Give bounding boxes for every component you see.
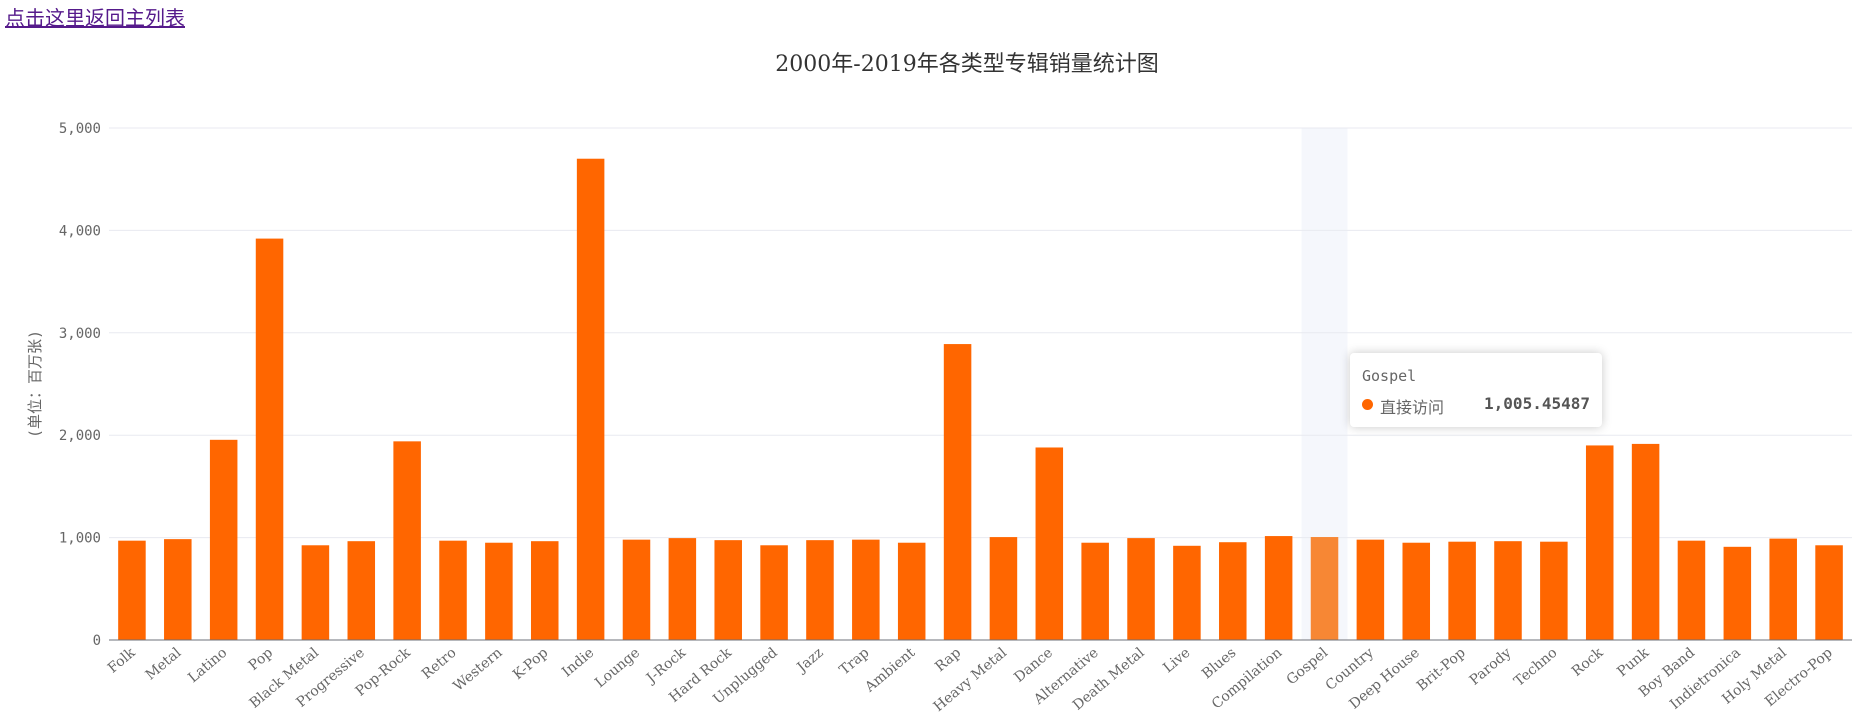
bar-heavy-metal[interactable]: [989, 537, 1018, 640]
bar-j-rock[interactable]: [668, 538, 697, 640]
x-tick-label: Lounge: [592, 645, 643, 691]
bar-holy-metal[interactable]: [1769, 538, 1797, 640]
x-tick-label: Ambient: [861, 645, 918, 697]
bar-compilation[interactable]: [1264, 536, 1293, 640]
bar-trap[interactable]: [852, 539, 880, 640]
bar-hard-rock[interactable]: [714, 540, 742, 640]
y-tick-label: 2,000: [59, 428, 101, 444]
x-tick-label: Parody: [1467, 645, 1515, 689]
bar-indie[interactable]: [576, 158, 605, 640]
bar-dance[interactable]: [1035, 447, 1064, 640]
bar-progressive[interactable]: [347, 541, 376, 640]
bar-rap[interactable]: [943, 344, 972, 640]
y-tick-label: 4,000: [59, 223, 101, 239]
bar-pop[interactable]: [255, 238, 284, 641]
bar-k-pop[interactable]: [530, 541, 559, 640]
x-tick-label: Retro: [419, 645, 460, 683]
y-tick-label: 0: [93, 633, 101, 649]
x-tick-label: Western: [450, 645, 505, 695]
back-to-list-link[interactable]: 点击这里返回主列表: [5, 6, 185, 30]
y-axis-tick-labels: 0 1,000 2,000 3,000 4,000 5,000: [59, 121, 101, 649]
x-tick-label: Latino: [185, 645, 230, 686]
x-tick-label: Metal: [143, 644, 185, 683]
x-tick-label: Blues: [1199, 645, 1239, 682]
tooltip-category: Gospel: [1362, 367, 1417, 385]
bar-metal[interactable]: [164, 539, 192, 640]
y-axis-label: (单位：百万张): [26, 330, 44, 438]
bar-ambient[interactable]: [897, 542, 926, 640]
bar-parody[interactable]: [1494, 541, 1522, 640]
bar-rock[interactable]: [1585, 445, 1614, 640]
chart-tooltip: Gospel 直接访问 1,005.45487: [1350, 353, 1602, 427]
y-tick-label: 3,000: [59, 326, 101, 342]
bar-alternative[interactable]: [1081, 542, 1109, 640]
bar-electro-pop[interactable]: [1815, 545, 1843, 640]
bar-deep-house[interactable]: [1402, 542, 1431, 640]
bar-live[interactable]: [1173, 545, 1201, 640]
x-tick-label: Pop: [246, 645, 276, 674]
bar-pop-rock[interactable]: [393, 441, 421, 640]
bar-retro[interactable]: [439, 540, 467, 640]
bar-jazz[interactable]: [806, 540, 834, 640]
x-tick-label: Jazz: [793, 645, 827, 677]
x-tick-label: K-Pop: [510, 645, 551, 683]
bar-brit-pop[interactable]: [1448, 541, 1476, 640]
x-tick-label: Brit-Pop: [1414, 645, 1469, 695]
bar-death-metal[interactable]: [1127, 538, 1155, 640]
y-tick-label: 1,000: [59, 531, 101, 547]
x-tick-label: Techno: [1511, 645, 1560, 690]
bar-black-metal[interactable]: [301, 545, 330, 640]
y-tick-label: 5,000: [59, 121, 101, 137]
bar-country[interactable]: [1356, 539, 1385, 640]
chart-title: 2000年-2019年各类型专辑销量统计图: [775, 52, 1158, 77]
bar-blues[interactable]: [1219, 542, 1247, 640]
tooltip-value: 1,005.45487: [1484, 394, 1590, 413]
bar-punk[interactable]: [1631, 443, 1660, 640]
x-tick-label: Punk: [1614, 644, 1652, 680]
tooltip-series-dot-icon: [1362, 399, 1373, 410]
bar-latino[interactable]: [209, 439, 238, 640]
bar-western[interactable]: [485, 542, 513, 640]
bar-folk[interactable]: [118, 540, 146, 640]
bar-lounge[interactable]: [622, 539, 651, 640]
x-tick-label: Trap: [837, 645, 873, 679]
bar-gospel[interactable]: [1310, 537, 1339, 640]
x-tick-label: Rock: [1569, 644, 1607, 679]
bar-unplugged[interactable]: [760, 545, 788, 640]
bar-boy-band[interactable]: [1677, 540, 1706, 640]
tooltip-series-name: 直接访问: [1380, 398, 1445, 417]
x-tick-label: Live: [1160, 645, 1193, 677]
x-tick-label: Indie: [559, 645, 597, 681]
bar-indietronica[interactable]: [1723, 546, 1752, 640]
x-tick-label: Rap: [932, 645, 964, 675]
bar-techno[interactable]: [1540, 541, 1568, 640]
x-tick-label: Folk: [105, 644, 139, 676]
bars[interactable]: [118, 158, 1843, 641]
